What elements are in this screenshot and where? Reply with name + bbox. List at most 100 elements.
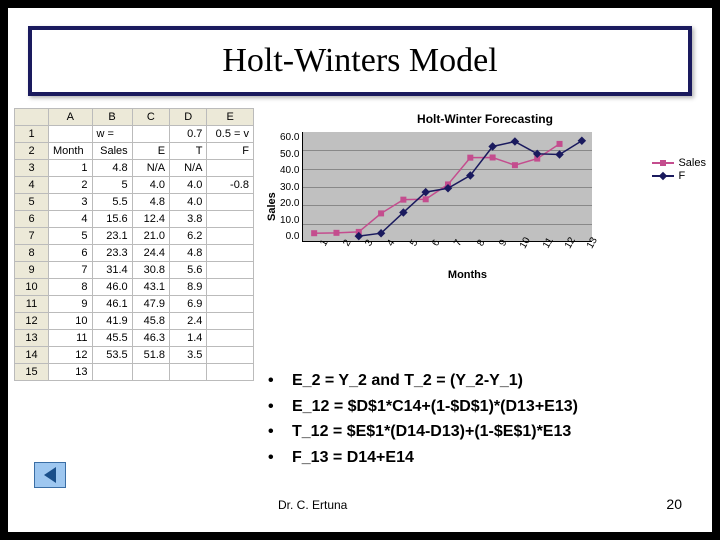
- footer-page-number: 20: [666, 496, 682, 512]
- cell: 2.4: [170, 313, 207, 330]
- x-axis-ticks: 12345678910111213: [302, 242, 592, 253]
- cell: F: [207, 143, 254, 160]
- col-header: C: [132, 109, 169, 126]
- cell: [207, 364, 254, 381]
- cell: [207, 211, 254, 228]
- back-arrow-icon[interactable]: [34, 462, 66, 488]
- cell: [207, 262, 254, 279]
- cell: 51.8: [132, 347, 169, 364]
- cell: 3.8: [170, 211, 207, 228]
- cell: [132, 126, 169, 143]
- cell: [207, 245, 254, 262]
- row-header: 1: [15, 126, 49, 143]
- row-header: 4: [15, 177, 49, 194]
- y-tick: 30.0: [280, 182, 299, 193]
- y-axis-label: Sales: [264, 132, 280, 281]
- cell: 31.4: [92, 262, 132, 279]
- cell: 15.6: [92, 211, 132, 228]
- bullet-item: •T_12 = $E$1*(D14-D13)+(1-$E$1)*E13: [268, 419, 578, 445]
- row-header: 15: [15, 364, 49, 381]
- bullet-text: E_12 = $D$1*C14+(1-$D$1)*(D13+E13): [292, 394, 578, 420]
- chart-legend: Sales F: [648, 154, 710, 185]
- y-tick: 0.0: [280, 231, 299, 242]
- cell: [170, 364, 207, 381]
- slide: Holt-Winters Model ABCDE1w =0.70.5 = v2M…: [8, 8, 712, 532]
- cell: N/A: [132, 160, 169, 177]
- cell: N/A: [170, 160, 207, 177]
- cell: 6.2: [170, 228, 207, 245]
- cell: 10: [49, 313, 93, 330]
- cell: -0.8: [207, 177, 254, 194]
- content-row: ABCDE1w =0.70.5 = v2MonthSalesETF314.8N/…: [8, 104, 712, 381]
- legend-marker-f: [652, 175, 674, 177]
- row-header: 8: [15, 245, 49, 262]
- cell: 12: [49, 347, 93, 364]
- row-header: 7: [15, 228, 49, 245]
- cell: 8: [49, 279, 93, 296]
- cell: 9: [49, 296, 93, 313]
- cell: 12.4: [132, 211, 169, 228]
- cell: 7: [49, 262, 93, 279]
- cell: [207, 160, 254, 177]
- y-tick: 20.0: [280, 198, 299, 209]
- cell: 5: [49, 228, 93, 245]
- bullet-text: T_12 = $E$1*(D14-D13)+(1-$E$1)*E13: [292, 419, 571, 445]
- cell: 46.0: [92, 279, 132, 296]
- cell: E: [132, 143, 169, 160]
- cell: 4.8: [170, 245, 207, 262]
- cell: 4: [49, 211, 93, 228]
- cell: 43.1: [132, 279, 169, 296]
- row-header: 6: [15, 211, 49, 228]
- cell: 4.8: [132, 194, 169, 211]
- col-header: D: [170, 109, 207, 126]
- cell: 45.5: [92, 330, 132, 347]
- cell: 47.9: [132, 296, 169, 313]
- bullet-dot: •: [268, 419, 292, 445]
- bullet-dot: •: [268, 368, 292, 394]
- legend-marker-sales: [652, 162, 674, 164]
- y-tick: 10.0: [280, 215, 299, 226]
- bullet-dot: •: [268, 445, 292, 471]
- cell: 3: [49, 194, 93, 211]
- y-tick: 50.0: [280, 149, 299, 160]
- title-box: Holt-Winters Model: [28, 26, 692, 96]
- cell: Sales: [92, 143, 132, 160]
- legend-item-f: F: [652, 170, 706, 182]
- cell: 4.0: [170, 177, 207, 194]
- y-tick: 60.0: [280, 132, 299, 143]
- cell: 5: [92, 177, 132, 194]
- y-tick: 40.0: [280, 165, 299, 176]
- cell: 23.3: [92, 245, 132, 262]
- bullet-text: F_13 = D14+E14: [292, 445, 414, 471]
- cell: 11: [49, 330, 93, 347]
- row-header: 3: [15, 160, 49, 177]
- cell: 24.4: [132, 245, 169, 262]
- cell: 2: [49, 177, 93, 194]
- row-header: 5: [15, 194, 49, 211]
- cell: 5.5: [92, 194, 132, 211]
- col-header: A: [49, 109, 93, 126]
- col-header: B: [92, 109, 132, 126]
- bullet-text: E_2 = Y_2 and T_2 = (Y_2-Y_1): [292, 368, 523, 394]
- row-header: 13: [15, 330, 49, 347]
- col-header: [15, 109, 49, 126]
- holt-winter-chart: Holt-Winter Forecasting Sales 60.050.040…: [254, 108, 706, 381]
- footer-author: Dr. C. Ertuna: [278, 498, 347, 512]
- cell: Month: [49, 143, 93, 160]
- page-title: Holt-Winters Model: [32, 42, 688, 80]
- bullet-item: •F_13 = D14+E14: [268, 445, 578, 471]
- cell: 1: [49, 160, 93, 177]
- bullet-item: •E_2 = Y_2 and T_2 = (Y_2-Y_1): [268, 368, 578, 394]
- cell: 4.0: [132, 177, 169, 194]
- bullet-dot: •: [268, 394, 292, 420]
- row-header: 2: [15, 143, 49, 160]
- cell: 4.0: [170, 194, 207, 211]
- row-header: 12: [15, 313, 49, 330]
- cell: w =: [92, 126, 132, 143]
- cell: 46.1: [92, 296, 132, 313]
- cell: [92, 364, 132, 381]
- cell: [207, 279, 254, 296]
- cell: 21.0: [132, 228, 169, 245]
- row-header: 14: [15, 347, 49, 364]
- cell: 6.9: [170, 296, 207, 313]
